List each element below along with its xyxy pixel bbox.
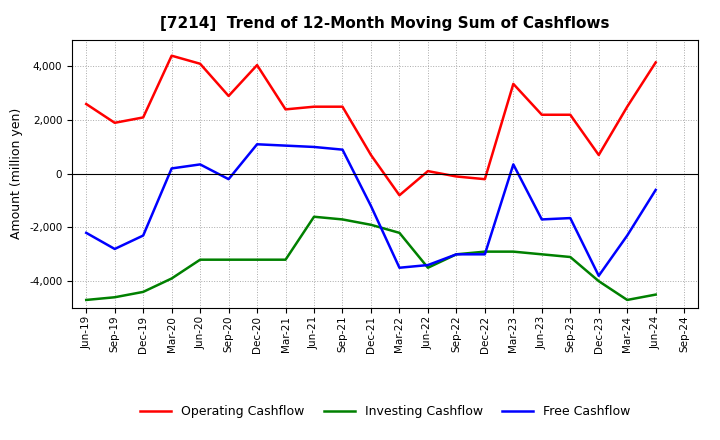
Operating Cashflow: [480, 176, 489, 182]
Investing Cashflow: [366, 222, 375, 227]
Operating Cashflow: [623, 104, 631, 109]
Free Cashflow: [139, 233, 148, 238]
Free Cashflow: [110, 246, 119, 252]
Investing Cashflow: [537, 252, 546, 257]
Operating Cashflow: [82, 101, 91, 106]
Free Cashflow: [253, 142, 261, 147]
Operating Cashflow: [652, 60, 660, 65]
Free Cashflow: [282, 143, 290, 148]
Legend: Operating Cashflow, Investing Cashflow, Free Cashflow: Operating Cashflow, Investing Cashflow, …: [135, 400, 635, 423]
Free Cashflow: [338, 147, 347, 152]
Investing Cashflow: [196, 257, 204, 262]
Operating Cashflow: [537, 112, 546, 117]
Operating Cashflow: [595, 152, 603, 158]
Free Cashflow: [509, 162, 518, 167]
Operating Cashflow: [452, 174, 461, 179]
Investing Cashflow: [253, 257, 261, 262]
Free Cashflow: [167, 166, 176, 171]
Free Cashflow: [423, 262, 432, 268]
Line: Operating Cashflow: Operating Cashflow: [86, 56, 656, 195]
Investing Cashflow: [110, 295, 119, 300]
Operating Cashflow: [366, 152, 375, 158]
Free Cashflow: [196, 162, 204, 167]
Investing Cashflow: [82, 297, 91, 303]
Operating Cashflow: [253, 62, 261, 68]
Investing Cashflow: [452, 252, 461, 257]
Free Cashflow: [595, 273, 603, 279]
Investing Cashflow: [167, 276, 176, 281]
Free Cashflow: [225, 176, 233, 182]
Free Cashflow: [652, 187, 660, 193]
Investing Cashflow: [310, 214, 318, 220]
Free Cashflow: [366, 203, 375, 209]
Free Cashflow: [82, 230, 91, 235]
Free Cashflow: [566, 216, 575, 221]
Operating Cashflow: [225, 93, 233, 99]
Investing Cashflow: [338, 217, 347, 222]
Operating Cashflow: [310, 104, 318, 109]
Operating Cashflow: [167, 53, 176, 59]
Title: [7214]  Trend of 12-Month Moving Sum of Cashflows: [7214] Trend of 12-Month Moving Sum of C…: [161, 16, 610, 32]
Free Cashflow: [452, 252, 461, 257]
Operating Cashflow: [395, 193, 404, 198]
Y-axis label: Amount (million yen): Amount (million yen): [11, 108, 24, 239]
Investing Cashflow: [139, 289, 148, 294]
Investing Cashflow: [509, 249, 518, 254]
Operating Cashflow: [282, 107, 290, 112]
Operating Cashflow: [509, 81, 518, 87]
Free Cashflow: [310, 144, 318, 150]
Investing Cashflow: [423, 265, 432, 270]
Investing Cashflow: [225, 257, 233, 262]
Free Cashflow: [537, 217, 546, 222]
Operating Cashflow: [566, 112, 575, 117]
Free Cashflow: [395, 265, 404, 270]
Free Cashflow: [623, 233, 631, 238]
Investing Cashflow: [595, 279, 603, 284]
Operating Cashflow: [423, 169, 432, 174]
Investing Cashflow: [566, 254, 575, 260]
Investing Cashflow: [623, 297, 631, 303]
Free Cashflow: [480, 252, 489, 257]
Line: Free Cashflow: Free Cashflow: [86, 144, 656, 276]
Operating Cashflow: [110, 120, 119, 125]
Operating Cashflow: [196, 61, 204, 66]
Investing Cashflow: [652, 292, 660, 297]
Investing Cashflow: [480, 249, 489, 254]
Line: Investing Cashflow: Investing Cashflow: [86, 217, 656, 300]
Operating Cashflow: [338, 104, 347, 109]
Investing Cashflow: [282, 257, 290, 262]
Investing Cashflow: [395, 230, 404, 235]
Operating Cashflow: [139, 115, 148, 120]
